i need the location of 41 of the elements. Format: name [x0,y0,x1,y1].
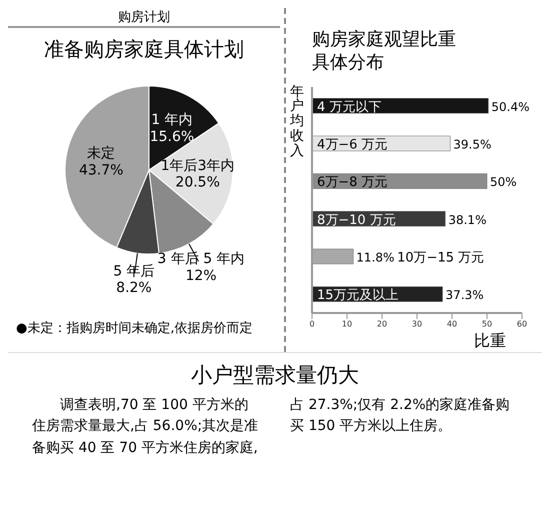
y-tick-label: 10万−15 万元 [397,250,484,266]
data-label: 20.5% [175,174,220,191]
slice-label: 未定 [87,146,116,162]
data-label: 43.7% [78,162,124,178]
x-tick-label: 20 [376,319,388,328]
x-tick-label: 50 [482,319,492,328]
chart-title: 购房家庭观望比重具体分布 [312,28,457,75]
x-tick-label: 30 [412,319,422,328]
data-label: 15.6% [150,129,194,146]
y-axis-title: 年户均收入 [290,82,305,161]
data-label: 38.1% [448,212,486,227]
slice-label: 3 年后 5 年内 [157,251,245,268]
data-label: 50% [490,174,517,189]
slice-label: 1年后3年内 [160,158,235,174]
bar [312,136,450,151]
data-label: 50.4% [491,100,530,114]
y-tick-label: 6万−8 万元 [317,174,388,190]
text: 调查表明,70 至 100 平方米的住房需求量最大,占 56.0%;其次是准备购买 40 至 70 平方米住房的家庭,占 27.3%;仅有 2.2%的家庭准备购买 150 平方米以上住房。 [32,396,510,456]
text: 小户型需求量仍大 [190,362,360,389]
bar [312,173,488,189]
slice-label: 5 年后 [113,263,155,280]
bar [312,98,489,114]
x-tick-label: 60 [516,319,528,328]
slice-label: 1 年内 [151,112,193,128]
x-tick-label: 10 [342,319,352,328]
text: ●未定：指购房时间未确定,依据房价而定 [15,320,254,338]
chart-title: 准备购房家庭具体计划 [43,36,245,63]
y-tick-label: 8万−10 万元 [317,212,396,228]
data-label: 39.5% [453,137,492,152]
bar [312,248,354,264]
data-label: 8.2% [116,280,152,296]
data-label: 12% [185,268,217,284]
data-label: 11.8% [356,250,394,264]
x-tick-label: 40 [446,319,458,328]
y-tick-label: 4万−6 万元 [317,137,388,152]
y-tick-label: 15万元及以上 [317,288,399,303]
x-tick-label: 0 [309,319,315,328]
y-tick-label: 4 万元以下 [317,100,382,115]
data-label: 37.3% [446,288,484,302]
text: 购房计划 [8,8,280,26]
x-axis-title: 比重 [473,330,507,352]
